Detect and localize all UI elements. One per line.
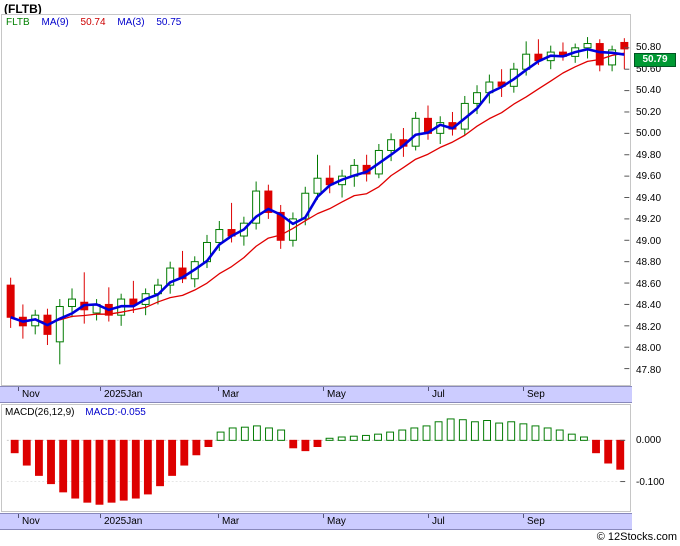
legend-ma9-value: 50.74	[80, 17, 106, 28]
legend-symbol: FLTB	[6, 17, 30, 28]
price-axis-label: 49.40	[636, 192, 662, 204]
price-axis-label: 50.40	[636, 85, 662, 96]
month-tick	[523, 514, 524, 518]
month-label: Jul	[432, 389, 445, 400]
month-label: Jul	[432, 516, 445, 527]
legend-ma3-value: 50.75	[156, 17, 182, 28]
month-label: May	[327, 516, 346, 527]
month-tick	[428, 387, 429, 391]
month-label: Sep	[527, 389, 545, 400]
month-tick	[18, 514, 19, 518]
macd-axis-label: -0.100	[636, 477, 665, 488]
macd-value-label: MACD:-0.055	[85, 407, 146, 418]
price-axis-label: 49.00	[636, 235, 662, 247]
price-axis-label: 48.20	[636, 321, 662, 333]
legend-ma9-label: MA(9)	[41, 17, 69, 28]
month-label: Nov	[22, 516, 40, 527]
month-label: Mar	[222, 389, 240, 400]
price-axis-label: 49.20	[636, 214, 662, 225]
month-label: Nov	[22, 389, 40, 400]
month-tick	[218, 514, 219, 518]
price-axis-label: 49.80	[636, 149, 662, 161]
month-tick	[218, 387, 219, 391]
date-axis-main: Nov 2025Jan Mar May Jul Sep	[0, 386, 632, 403]
price-chart-legend: FLTB MA(9) 50.74 MA(3) 50.75	[6, 17, 190, 28]
copyright: © 12Stocks.com	[596, 531, 677, 543]
month-label: 2025Jan	[104, 389, 143, 400]
macd-axis-label: 0.000	[636, 435, 662, 446]
month-tick	[323, 387, 324, 391]
price-axis-label: 48.40	[636, 300, 662, 311]
price-axis-label: 47.80	[636, 364, 662, 376]
price-axis-label: 50.20	[636, 106, 662, 118]
month-label: 2025Jan	[104, 516, 143, 527]
month-label: May	[327, 389, 346, 400]
legend-ma3-label: MA(3)	[117, 17, 145, 28]
price-chart-canvas	[1, 14, 631, 386]
month-tick	[323, 514, 324, 518]
price-axis-label: 50.80	[636, 42, 662, 53]
macd-legend: MACD(26,12,9) MACD:-0.055	[5, 407, 154, 418]
month-tick	[18, 387, 19, 391]
price-axis-label: 48.00	[636, 343, 662, 354]
month-label: Sep	[527, 516, 545, 527]
month-tick	[100, 387, 101, 391]
price-axis-label: 50.60	[636, 63, 662, 75]
month-label: Mar	[222, 516, 240, 527]
macd-name-label: MACD(26,12,9)	[5, 407, 75, 418]
symbol-title: (FLTB)	[4, 2, 42, 16]
price-axis-label: 50.00	[636, 128, 662, 139]
month-tick	[100, 514, 101, 518]
price-axis-label: 48.60	[636, 278, 662, 290]
last-price-badge: 50.79	[634, 53, 676, 68]
price-axis-label: 49.60	[636, 171, 662, 182]
macd-chart-canvas	[1, 404, 631, 512]
month-tick	[428, 514, 429, 518]
price-axis-label: 48.80	[636, 257, 662, 268]
month-tick	[523, 387, 524, 391]
date-axis-macd: Nov 2025Jan Mar May Jul Sep	[0, 513, 632, 530]
